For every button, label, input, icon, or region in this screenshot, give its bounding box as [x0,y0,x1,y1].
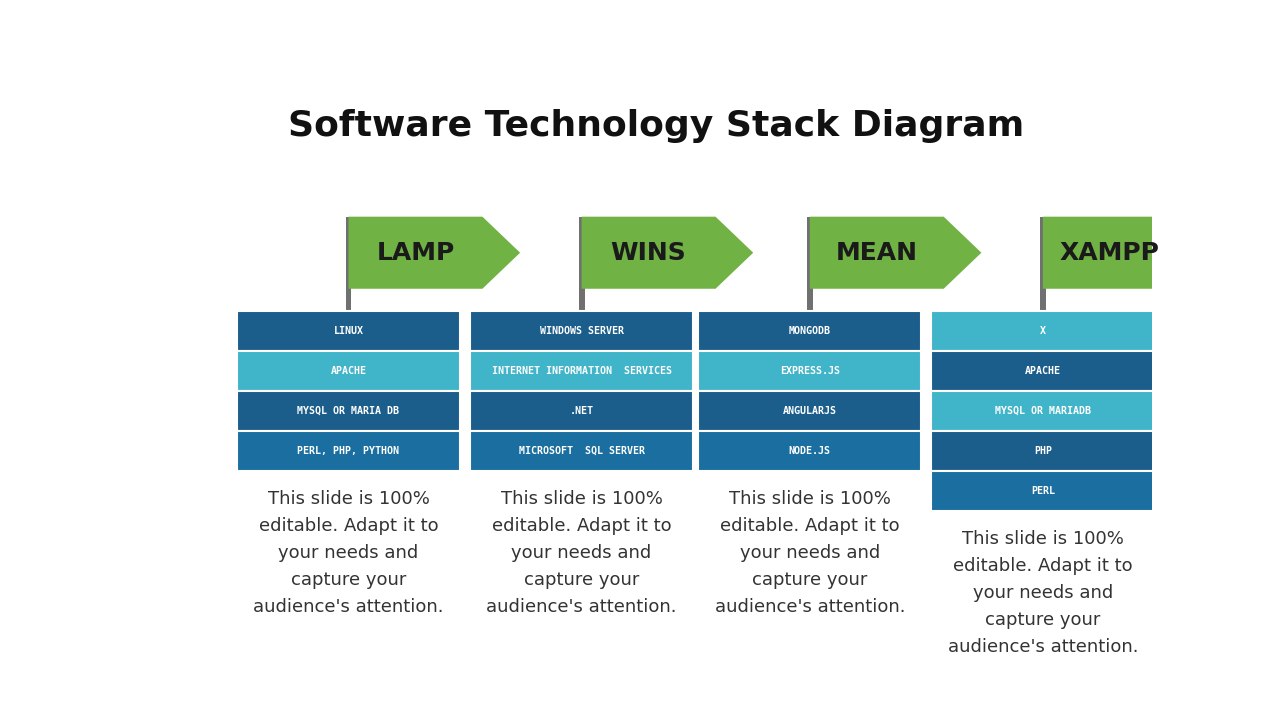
Text: EXPRESS.JS: EXPRESS.JS [780,366,840,376]
FancyBboxPatch shape [470,391,694,431]
FancyBboxPatch shape [932,431,1155,471]
Text: NODE.JS: NODE.JS [788,446,831,456]
FancyBboxPatch shape [932,311,1155,351]
Text: INTERNET INFORMATION  SERVICES: INTERNET INFORMATION SERVICES [492,366,672,376]
Text: MICROSOFT  SQL SERVER: MICROSOFT SQL SERVER [518,446,645,456]
Text: This slide is 100%
editable. Adapt it to
your needs and
capture your
audience's : This slide is 100% editable. Adapt it to… [714,490,905,616]
FancyBboxPatch shape [579,217,585,471]
Polygon shape [581,217,753,289]
Polygon shape [348,217,520,289]
FancyBboxPatch shape [806,217,813,471]
Text: PHP: PHP [1034,446,1052,456]
Text: APACHE: APACHE [330,366,366,376]
FancyBboxPatch shape [237,311,460,351]
Polygon shape [810,217,982,289]
FancyBboxPatch shape [1039,217,1046,510]
Text: XAMPP: XAMPP [1060,240,1160,265]
FancyBboxPatch shape [470,311,694,351]
Text: This slide is 100%
editable. Adapt it to
your needs and
capture your
audience's : This slide is 100% editable. Adapt it to… [486,490,677,616]
Text: This slide is 100%
editable. Adapt it to
your needs and
capture your
audience's : This slide is 100% editable. Adapt it to… [947,530,1138,657]
Text: Software Technology Stack Diagram: Software Technology Stack Diagram [288,109,1024,143]
Text: WINS: WINS [611,240,686,265]
FancyBboxPatch shape [237,351,460,391]
Text: WINDOWS SERVER: WINDOWS SERVER [540,326,623,336]
FancyBboxPatch shape [932,351,1155,391]
FancyBboxPatch shape [470,351,694,391]
Text: MONGODB: MONGODB [788,326,831,336]
FancyBboxPatch shape [698,431,922,471]
FancyBboxPatch shape [470,431,694,471]
Polygon shape [1043,217,1215,289]
Text: .NET: .NET [570,406,594,415]
FancyBboxPatch shape [698,351,922,391]
FancyBboxPatch shape [346,217,352,471]
Text: This slide is 100%
editable. Adapt it to
your needs and
capture your
audience's : This slide is 100% editable. Adapt it to… [253,490,444,616]
FancyBboxPatch shape [237,431,460,471]
FancyBboxPatch shape [698,311,922,351]
FancyBboxPatch shape [237,391,460,431]
Text: LINUX: LINUX [334,326,364,336]
Text: MYSQL OR MARIA DB: MYSQL OR MARIA DB [297,406,399,415]
Text: PERL: PERL [1030,485,1055,495]
Text: MYSQL OR MARIADB: MYSQL OR MARIADB [995,406,1091,415]
Text: APACHE: APACHE [1025,366,1061,376]
Text: X: X [1039,326,1046,336]
Text: MEAN: MEAN [836,240,918,265]
Text: LAMP: LAMP [376,240,454,265]
FancyBboxPatch shape [932,471,1155,510]
Text: PERL, PHP, PYTHON: PERL, PHP, PYTHON [297,446,399,456]
FancyBboxPatch shape [932,391,1155,431]
FancyBboxPatch shape [698,391,922,431]
Text: ANGULARJS: ANGULARJS [783,406,837,415]
